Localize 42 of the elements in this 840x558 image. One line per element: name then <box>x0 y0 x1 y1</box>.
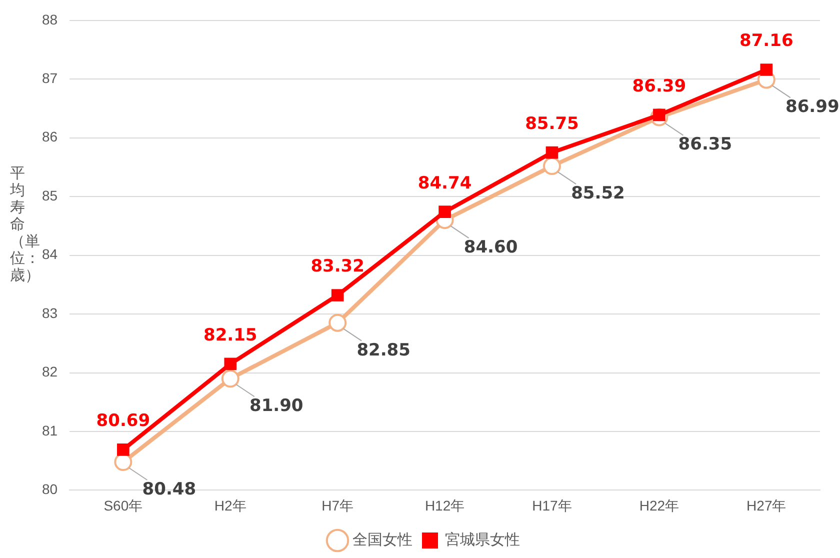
y-tick-label: 82 <box>42 364 58 380</box>
y-tick-label: 83 <box>42 304 58 321</box>
data-label: 85.75 <box>525 114 579 134</box>
y-axis-title: 平均寿命（単位：歳） <box>10 164 40 284</box>
y-tick-label: 86 <box>42 128 58 145</box>
x-tick-label: H22年 <box>639 497 680 514</box>
data-label: 84.60 <box>464 237 518 258</box>
y-tick-label: 84 <box>42 246 58 262</box>
x-tick-label: S60年 <box>104 497 143 514</box>
y-tick-label: 88 <box>42 11 58 28</box>
data-label: 82.85 <box>356 340 410 360</box>
y-tick-label: 81 <box>42 422 58 438</box>
data-label: 80.48 <box>142 479 196 500</box>
point <box>542 157 561 176</box>
legend-label: 全国女性 <box>352 530 412 548</box>
point <box>328 314 347 332</box>
x-tick-label: H12年 <box>424 497 465 514</box>
x-tick-label: H17年 <box>532 497 572 514</box>
data-label: 85.52 <box>571 183 625 204</box>
data-label: 86.39 <box>632 76 686 96</box>
data-label: 87.16 <box>740 31 794 52</box>
data-label: 82.15 <box>203 325 258 346</box>
point <box>117 444 130 456</box>
data-label: 81.90 <box>249 396 304 416</box>
x-tick-label: H2年 <box>214 497 246 514</box>
x-tick-label: H7年 <box>322 497 354 514</box>
legend-label: 宮城県女性 <box>445 530 520 548</box>
data-label: 86.99 <box>786 97 840 118</box>
data-label: 84.74 <box>418 173 472 194</box>
point <box>221 370 240 388</box>
y-tick-label: 87 <box>42 70 58 86</box>
data-label: 86.35 <box>678 134 732 155</box>
point <box>546 146 558 159</box>
x-tick-label: H27年 <box>746 497 786 514</box>
point <box>438 206 451 218</box>
data-label: 80.69 <box>96 411 150 432</box>
point <box>760 64 773 76</box>
point <box>331 289 344 302</box>
y-tick-label: 80 <box>42 481 58 498</box>
data-label: 83.32 <box>310 256 364 277</box>
y-tick-label: 85 <box>42 187 58 204</box>
point <box>224 358 237 370</box>
